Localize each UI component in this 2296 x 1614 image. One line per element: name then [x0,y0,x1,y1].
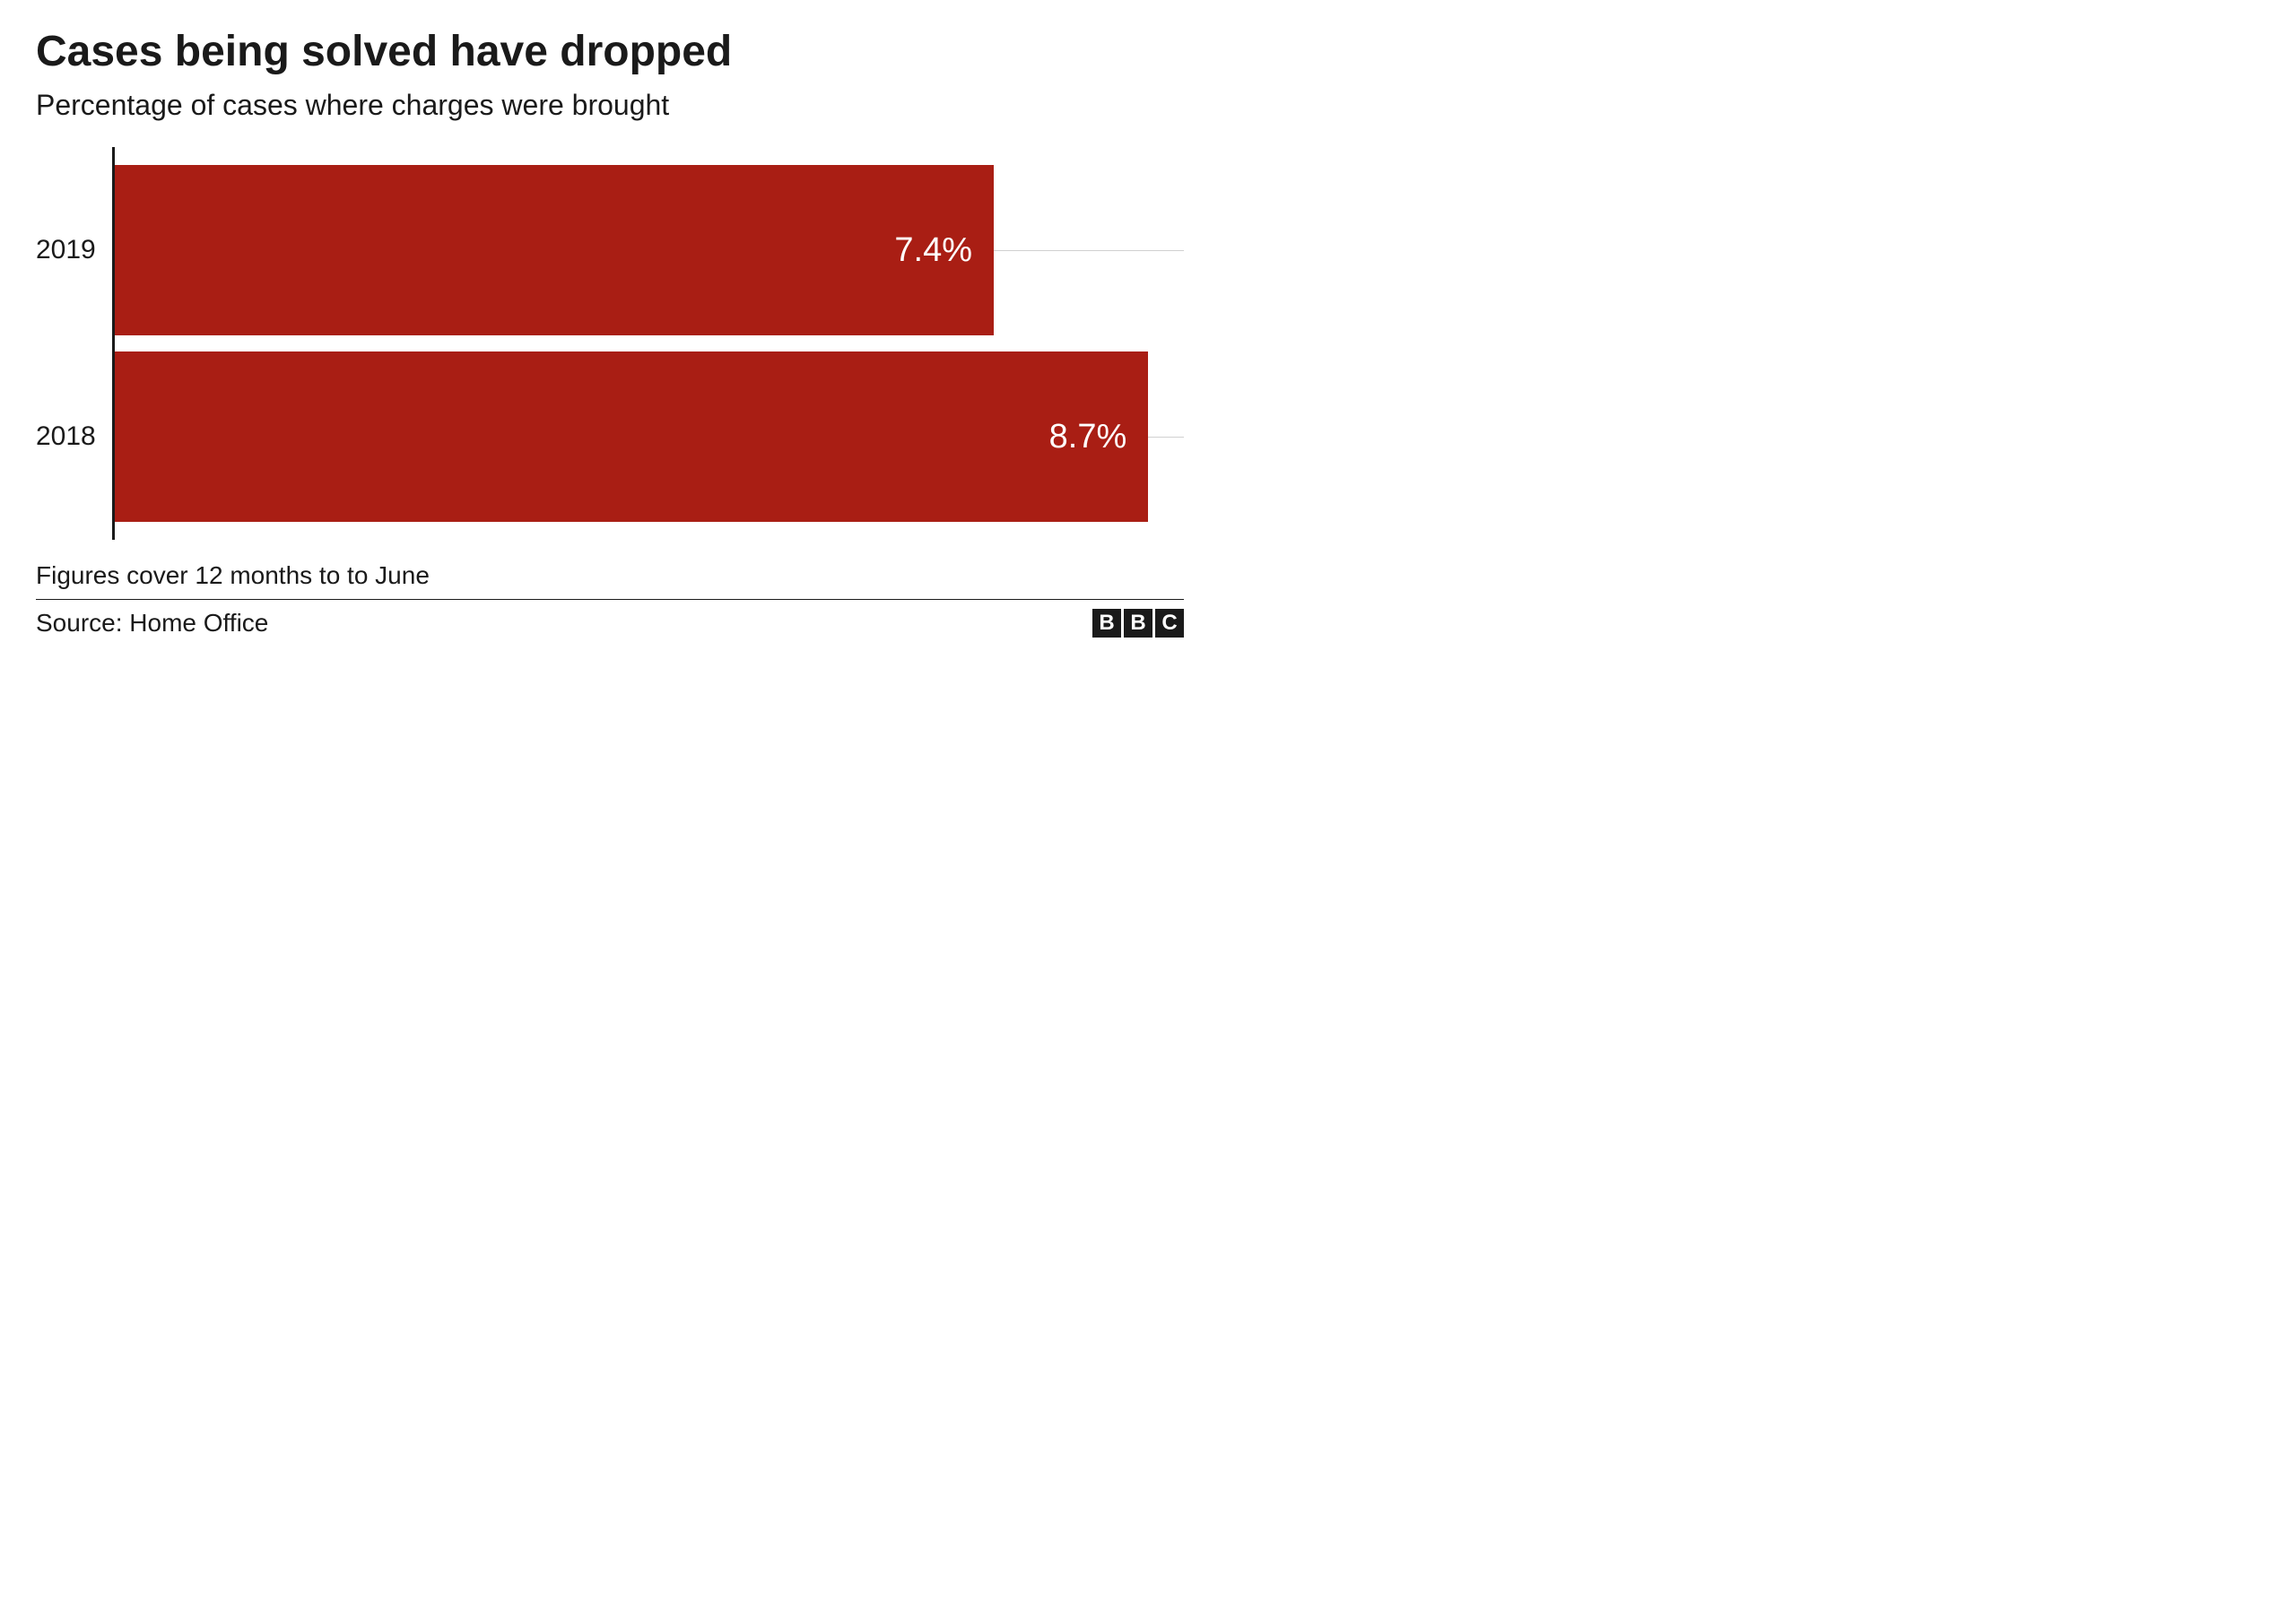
logo-block: C [1155,609,1184,638]
chart-container: Cases being solved have dropped Percenta… [36,27,1184,638]
logo-block: B [1124,609,1152,638]
logo-block: B [1092,609,1121,638]
y-axis-labels: 2019 2018 [36,147,112,540]
chart-subtitle: Percentage of cases where charges were b… [36,89,1184,122]
bar-row: 8.7% [115,351,1184,522]
chart-footer: Source: Home Office BBC [36,599,1184,638]
bar-value-label: 7.4% [894,231,972,270]
y-axis-label: 2019 [36,165,96,335]
bar: 7.4% [115,165,994,335]
plot-area: 2019 2018 7.4% 8.7% [36,147,1184,540]
bar: 8.7% [115,351,1149,522]
chart-title: Cases being solved have dropped [36,27,1184,76]
chart-footnote: Figures cover 12 months to to June [36,561,1184,599]
source-label: Source: Home Office [36,609,268,638]
y-axis-label: 2018 [36,351,96,522]
bbc-logo: BBC [1092,609,1184,638]
bars-region: 7.4% 8.7% [112,147,1184,540]
bar-value-label: 8.7% [1049,418,1127,456]
bar-row: 7.4% [115,165,1184,335]
